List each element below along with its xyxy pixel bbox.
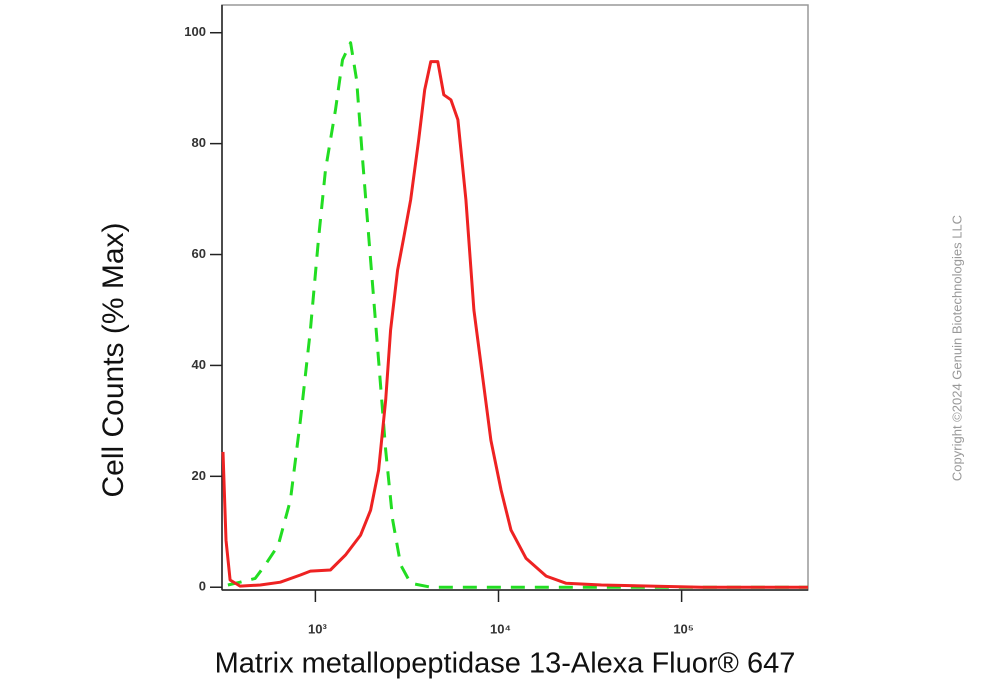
y-tick-label: 80 (192, 135, 206, 150)
x-axis-label: Matrix metallopeptidase 13-Alexa Fluor® … (215, 648, 796, 680)
x-tick-label: 10³ (308, 621, 327, 636)
y-tick-label: 100 (184, 24, 206, 39)
y-tick-label: 0 (199, 579, 206, 594)
y-tick-label: 40 (192, 357, 206, 372)
y-tick-label: 20 (192, 468, 206, 483)
y-tick-label: 60 (192, 246, 206, 261)
x-tick-label: 10⁵ (673, 621, 694, 636)
plot-frame (221, 4, 809, 591)
watermark: Copyright ©2024 Genuin Biotechnologies L… (949, 215, 964, 481)
y-axis-label: Cell Counts (% Max) (97, 222, 130, 497)
histogram-line (227, 41, 808, 589)
x-tick-label: 10⁴ (490, 621, 511, 636)
histogram-line (221, 60, 808, 589)
